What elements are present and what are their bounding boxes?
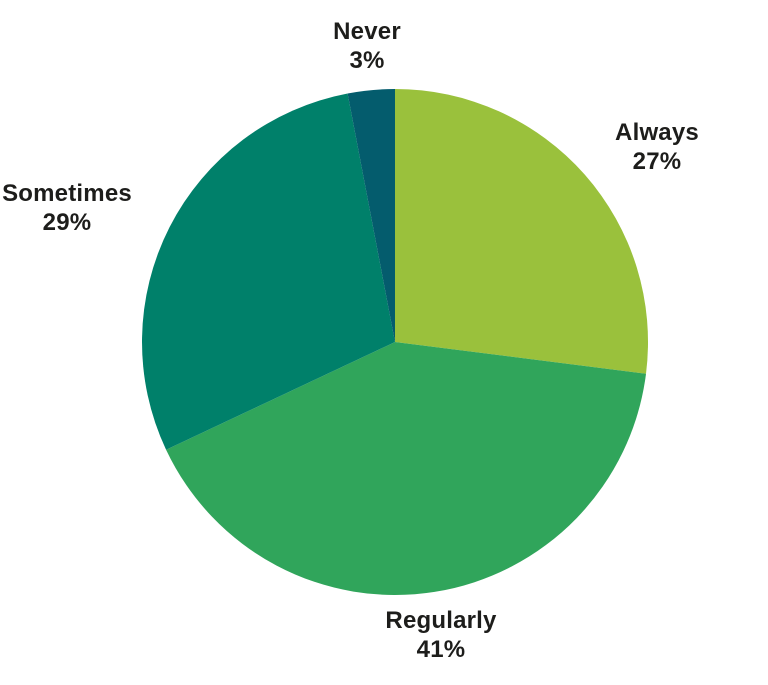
slice-percent-text: 29% [42, 209, 92, 236]
slice-label-regularly: Regularly 41% [385, 606, 496, 664]
slice-label-text: Never [333, 18, 401, 45]
slice-label-sometimes: Sometimes 29% [2, 179, 132, 237]
slice-label-always: Always 27% [615, 118, 699, 176]
slice-label-never: Never 3% [333, 17, 401, 75]
pie-slice-always [395, 89, 649, 374]
pie-slice-sometimes [142, 93, 395, 450]
slice-label-text: Always [615, 119, 699, 146]
slice-percent-text: 3% [349, 47, 385, 74]
slice-label-text: Regularly [385, 607, 497, 634]
pie-slice-regularly [166, 342, 647, 596]
pie-slice-never [347, 89, 395, 342]
slice-percent-text: 41% [416, 636, 466, 663]
slice-label-text: Sometimes [2, 180, 132, 207]
slice-percent-text: 27% [632, 148, 682, 175]
